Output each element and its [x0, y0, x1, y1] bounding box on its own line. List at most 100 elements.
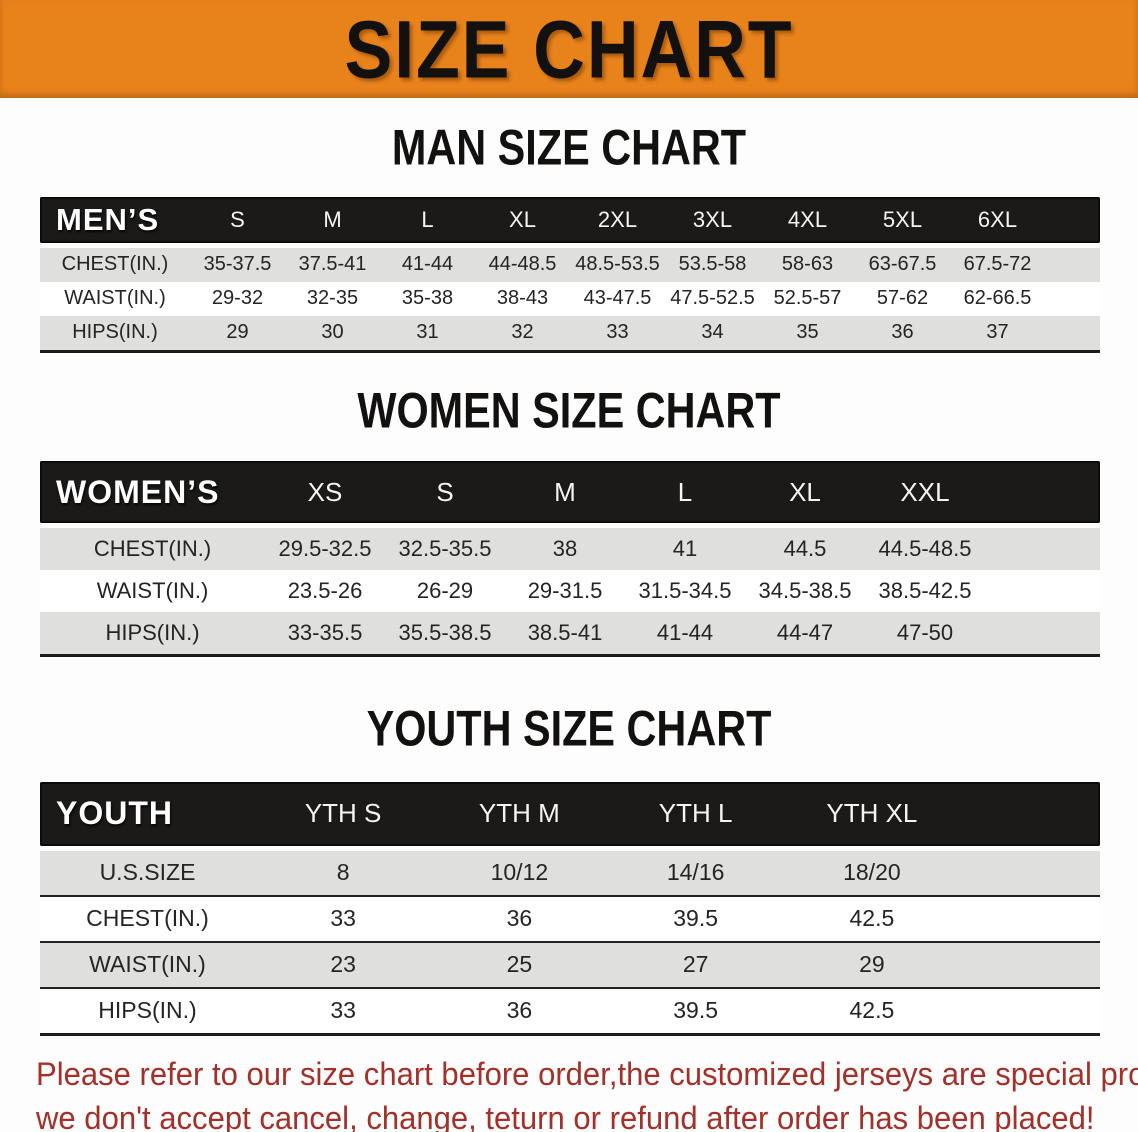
women-table-header: WOMEN’S XS S M L XL XXL: [40, 461, 1100, 524]
table-cell: 38.5-41: [527, 620, 603, 646]
table-cell: 37: [986, 321, 1009, 344]
table-cell: 32.5-35.5: [398, 536, 492, 562]
page-title: SIZE CHART: [344, 2, 794, 95]
table-cell: 32: [511, 321, 534, 344]
table-cell: 38-43: [496, 287, 549, 310]
table-row: CHEST(IN.) 33 36 39.5 42.5: [40, 896, 1100, 943]
men-header-label: MEN’S: [56, 201, 160, 237]
disclaimer-line-2: we don't accept cancel, change, teturn o…: [36, 1099, 1095, 1132]
women-header-label: WOMEN’S: [56, 473, 220, 510]
column-header: 5XL: [882, 206, 923, 232]
youth-table-header: YOUTH YTH S YTH M YTH L YTH XL: [40, 781, 1100, 846]
table-row: HIPS(IN.) 33 36 39.5 42.5: [40, 988, 1100, 1033]
row-label: HIPS(IN.): [105, 620, 200, 646]
table-cell: 23: [330, 951, 356, 978]
table-cell: 44-48.5: [488, 253, 557, 276]
table-cell: 47.5-52.5: [670, 287, 755, 310]
row-label: U.S.SIZE: [99, 859, 196, 886]
row-label: WAIST(IN.): [89, 951, 206, 978]
youth-header-label: YOUTH: [56, 795, 173, 832]
table-cell: 8: [336, 859, 350, 886]
table-cell: 29-31.5: [527, 578, 603, 604]
table-cell: 37.5-41: [298, 253, 367, 276]
table-cell: 32-35: [306, 287, 359, 310]
column-header: 3XL: [692, 206, 733, 232]
column-header: YTH XL: [826, 798, 918, 829]
table-cell: 38.5-42.5: [878, 578, 972, 604]
table-cell: 23.5-26: [287, 578, 363, 604]
table-cell: 41-44: [656, 620, 714, 646]
column-header: S: [436, 476, 454, 507]
column-header: L: [677, 476, 693, 507]
column-header: M: [554, 476, 576, 507]
youth-size-table: YOUTH YTH S YTH M YTH L YTH XL U.S.SIZE …: [40, 781, 1100, 1036]
column-header: S: [230, 206, 245, 232]
women-size-table: WOMEN’S XS S M L XL XXL CHEST(IN.) 29.5-…: [40, 461, 1100, 658]
table-cell: 33-35.5: [287, 620, 363, 646]
table-cell: 33: [606, 321, 629, 344]
table-cell: 42.5: [849, 905, 895, 932]
table-cell: 62-66.5: [963, 287, 1032, 310]
table-cell: 52.5-57: [773, 287, 842, 310]
table-row: U.S.SIZE 8 10/12 14/16 18/20: [40, 850, 1100, 897]
column-header: YTH L: [658, 798, 733, 829]
column-header: 6XL: [977, 206, 1018, 232]
table-cell: 31: [416, 321, 439, 344]
table-cell: 30: [321, 321, 344, 344]
table-cell: 33: [330, 997, 356, 1024]
column-header: M: [323, 206, 342, 232]
column-header: XL: [789, 476, 821, 507]
table-cell: 39.5: [673, 905, 718, 932]
disclaimer-line-1: Please refer to our size chart before or…: [36, 1055, 1138, 1092]
row-label: CHEST(IN.): [86, 905, 209, 932]
table-cell: 67.5-72: [963, 253, 1032, 276]
row-label: WAIST(IN.): [96, 578, 209, 604]
table-cell: 14/16: [666, 859, 725, 886]
table-cell: 31.5-34.5: [638, 578, 732, 604]
table-cell: 42.5: [849, 997, 895, 1024]
table-cell: 18/20: [843, 859, 901, 886]
table-cell: 41: [672, 536, 698, 562]
table-cell: 25: [506, 951, 533, 978]
table-cell: 44-47: [776, 620, 834, 646]
table-cell: 39.5: [673, 997, 718, 1024]
column-header: XXL: [900, 476, 950, 507]
table-cell: 35: [796, 321, 819, 344]
table-cell: 29-32: [211, 287, 264, 310]
row-label: CHEST(IN.): [61, 253, 169, 276]
table-cell: 33: [330, 905, 356, 932]
table-cell: 38: [552, 536, 578, 562]
table-cell: 10/12: [490, 859, 549, 886]
table-cell: 34: [701, 321, 724, 344]
table-cell: 35-38: [401, 287, 454, 310]
table-cell: 44.5: [783, 536, 827, 562]
table-cell: 27: [682, 951, 709, 978]
table-cell: 47-50: [896, 620, 954, 646]
column-header: YTH S: [304, 798, 382, 829]
table-cell: 44.5-48.5: [878, 536, 972, 562]
women-section-title: WOMEN SIZE CHART: [357, 381, 781, 438]
row-label: WAIST(IN.): [64, 287, 166, 310]
men-section-title: MAN SIZE CHART: [391, 118, 747, 176]
table-cell: 58-63: [781, 253, 834, 276]
row-label: HIPS(IN.): [72, 321, 158, 344]
column-header: L: [421, 206, 434, 232]
table-cell: 53.5-58: [678, 253, 747, 276]
table-row: WAIST(IN.) 23.5-26 26-29 29-31.5 31.5-34…: [40, 570, 1100, 613]
table-cell: 29: [859, 951, 885, 978]
table-cell: 35-37.5: [203, 253, 272, 276]
banner: SIZE CHART: [0, 0, 1138, 98]
column-header: 2XL: [597, 206, 638, 232]
table-row: CHEST(IN.) 35-37.5 37.5-41 41-44 44-48.5…: [40, 247, 1100, 282]
column-header: XS: [307, 476, 343, 507]
table-cell: 41-44: [401, 253, 454, 276]
table-cell: 29: [226, 321, 249, 344]
row-label: HIPS(IN.): [98, 997, 197, 1024]
table-row: WAIST(IN.) 29-32 32-35 35-38 38-43 43-47…: [40, 281, 1100, 316]
column-header: 4XL: [787, 206, 828, 232]
youth-section-title: YOUTH SIZE CHART: [366, 700, 772, 757]
disclaimer-note: Please refer to our size chart before or…: [0, 1052, 1138, 1132]
table-cell: 36: [891, 321, 914, 344]
row-label: CHEST(IN.): [93, 536, 212, 562]
men-table-header: MEN’S S M L XL 2XL 3XL 4XL 5XL 6XL: [40, 196, 1100, 243]
